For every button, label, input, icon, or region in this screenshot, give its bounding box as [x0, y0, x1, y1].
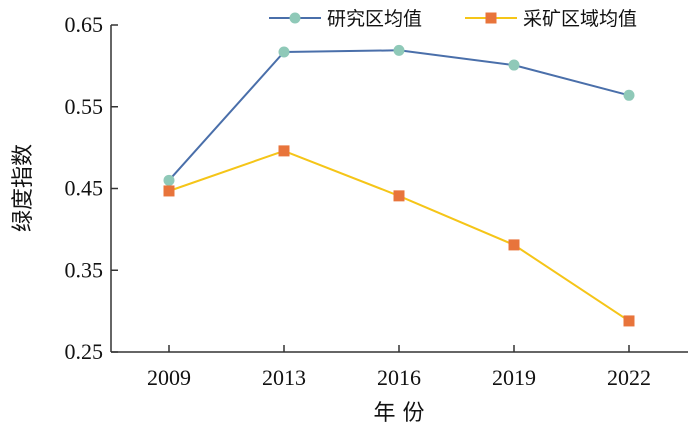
- series-1-point: [508, 59, 520, 71]
- axes: 0.25 0.35 0.45 0.55 0.65 2009 2013 2016 2019 2022: [65, 12, 688, 390]
- series-1-point: [623, 89, 635, 101]
- y-axis-title: 绿度指数: [11, 144, 36, 232]
- x-tick-label: 2009: [147, 365, 191, 390]
- series-line-1: [168, 49, 630, 181]
- series-2-point: [623, 315, 635, 327]
- series-2-point: [163, 185, 175, 197]
- legend-label-1: 研究区均值: [327, 8, 422, 30]
- series-2-point: [393, 190, 405, 202]
- y-tick-label: 0.25: [65, 339, 104, 364]
- legend-label-2: 采矿区域均值: [523, 8, 637, 30]
- x-axis-title: 年 份: [374, 401, 425, 426]
- series-1-point: [393, 44, 405, 56]
- legend: 研究区均值 采矿区域均值: [269, 8, 637, 30]
- legend-marker-1: [289, 12, 301, 24]
- series-layer: [163, 44, 635, 327]
- x-tick-label: 2016: [377, 365, 421, 390]
- x-tick-label: 2019: [492, 365, 536, 390]
- y-tick-label: 0.55: [65, 94, 104, 119]
- legend-marker-2: [485, 12, 497, 24]
- series-line-2: [168, 149, 630, 322]
- series-1-point: [278, 46, 290, 58]
- series-1-point: [163, 174, 175, 186]
- series-2-point: [278, 145, 290, 157]
- y-tick-label: 0.65: [65, 12, 104, 37]
- series-2-point: [508, 239, 520, 251]
- y-tick-label: 0.45: [65, 176, 104, 201]
- x-tick-label: 2013: [262, 365, 306, 390]
- x-tick-label: 2022: [607, 365, 651, 390]
- y-tick-label: 0.35: [65, 257, 104, 282]
